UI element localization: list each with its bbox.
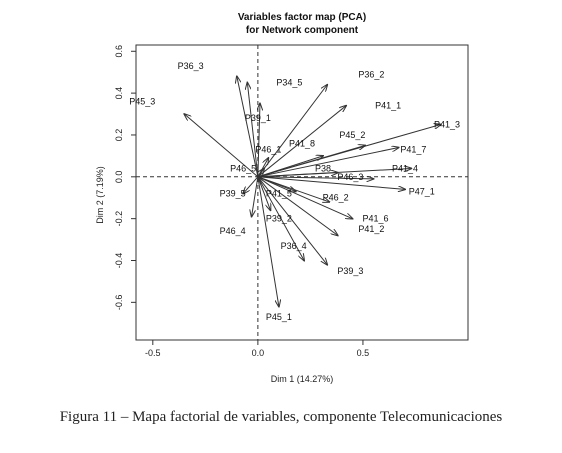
pca-variables-chart: Variables factor map (PCA) for Network c… (95, 12, 469, 384)
x-tick-label: 0.5 (357, 348, 370, 358)
variable-arrow (237, 76, 259, 177)
variable-label: P41_5 (266, 189, 292, 199)
variable-label: P41_3 (434, 120, 460, 130)
y-tick-label: -0.4 (114, 253, 124, 269)
variable-label: P36_4 (281, 241, 307, 251)
y-tick-label: 0.2 (114, 129, 124, 142)
variable-arrow (257, 176, 405, 190)
variable-label: P46_3 (337, 172, 363, 182)
variable-label: P39_3 (337, 266, 363, 276)
figure-caption: Figura 11 – Mapa factorial de variables,… (59, 409, 503, 425)
variable-arrow (184, 114, 259, 178)
variable-arrow (258, 104, 260, 177)
plot-area-frame (135, 44, 469, 341)
variable-arrow (257, 176, 338, 236)
variable-arrow (257, 176, 353, 219)
x-tick-label: -0.5 (145, 348, 161, 358)
variable-label: P41_2 (358, 224, 384, 234)
x-axis-label: Dim 1 (14.27%) (271, 374, 334, 384)
y-axis-label: Dim 2 (7.19%) (95, 166, 105, 224)
variable-arrow (257, 176, 271, 210)
variable-label: P47_1 (409, 186, 435, 196)
variable-arrow (257, 176, 304, 261)
y-tick-label: 0.6 (114, 45, 124, 58)
variable-arrow (257, 177, 374, 179)
variable-label: P45_2 (339, 130, 365, 140)
variable-label: P46_1 (255, 145, 281, 155)
variable-label: P46_2 (323, 193, 349, 203)
variable-label: P45_3 (129, 96, 155, 106)
variable-label: P36_3 (178, 61, 204, 71)
variable-label: P41_7 (400, 145, 426, 155)
variable-arrow (257, 176, 327, 265)
variable-label: P39_1 (245, 113, 271, 123)
variable-label: P41_8 (289, 138, 315, 148)
variable-arrow (257, 168, 264, 178)
y-tick-label: 0.0 (114, 171, 124, 184)
variable-label: P41_1 (375, 101, 401, 111)
variable-label: P46_5 (230, 163, 256, 173)
variable-label: P41_6 (363, 214, 389, 224)
variable-arrow (257, 173, 338, 178)
variable-arrow (247, 83, 259, 177)
variable-label: P38 (315, 163, 331, 173)
variable-arrow (257, 156, 323, 178)
variable-label: P36_2 (358, 69, 384, 79)
variable-arrow (257, 176, 329, 202)
variable-label: P39_2 (266, 214, 292, 224)
variable-arrow (243, 176, 259, 194)
variable-label: P45_1 (266, 312, 292, 322)
variable-label: P46_4 (220, 226, 246, 236)
variable-arrow (257, 148, 399, 178)
chart-subtitle: for Network component (246, 25, 359, 36)
x-tick-label: 0.0 (252, 348, 265, 358)
y-tick-label: -0.6 (114, 295, 124, 311)
variable-arrow (252, 176, 259, 217)
variable-arrow (257, 176, 279, 307)
variable-label: P39_5 (220, 189, 246, 199)
y-tick-label: 0.4 (114, 87, 124, 100)
y-tick-label: -0.2 (114, 211, 124, 227)
variable-arrow (257, 106, 346, 178)
chart-title: Variables factor map (PCA) (238, 12, 366, 23)
variable-label: P41_4 (392, 163, 418, 173)
variable-label: P34_5 (276, 78, 302, 88)
